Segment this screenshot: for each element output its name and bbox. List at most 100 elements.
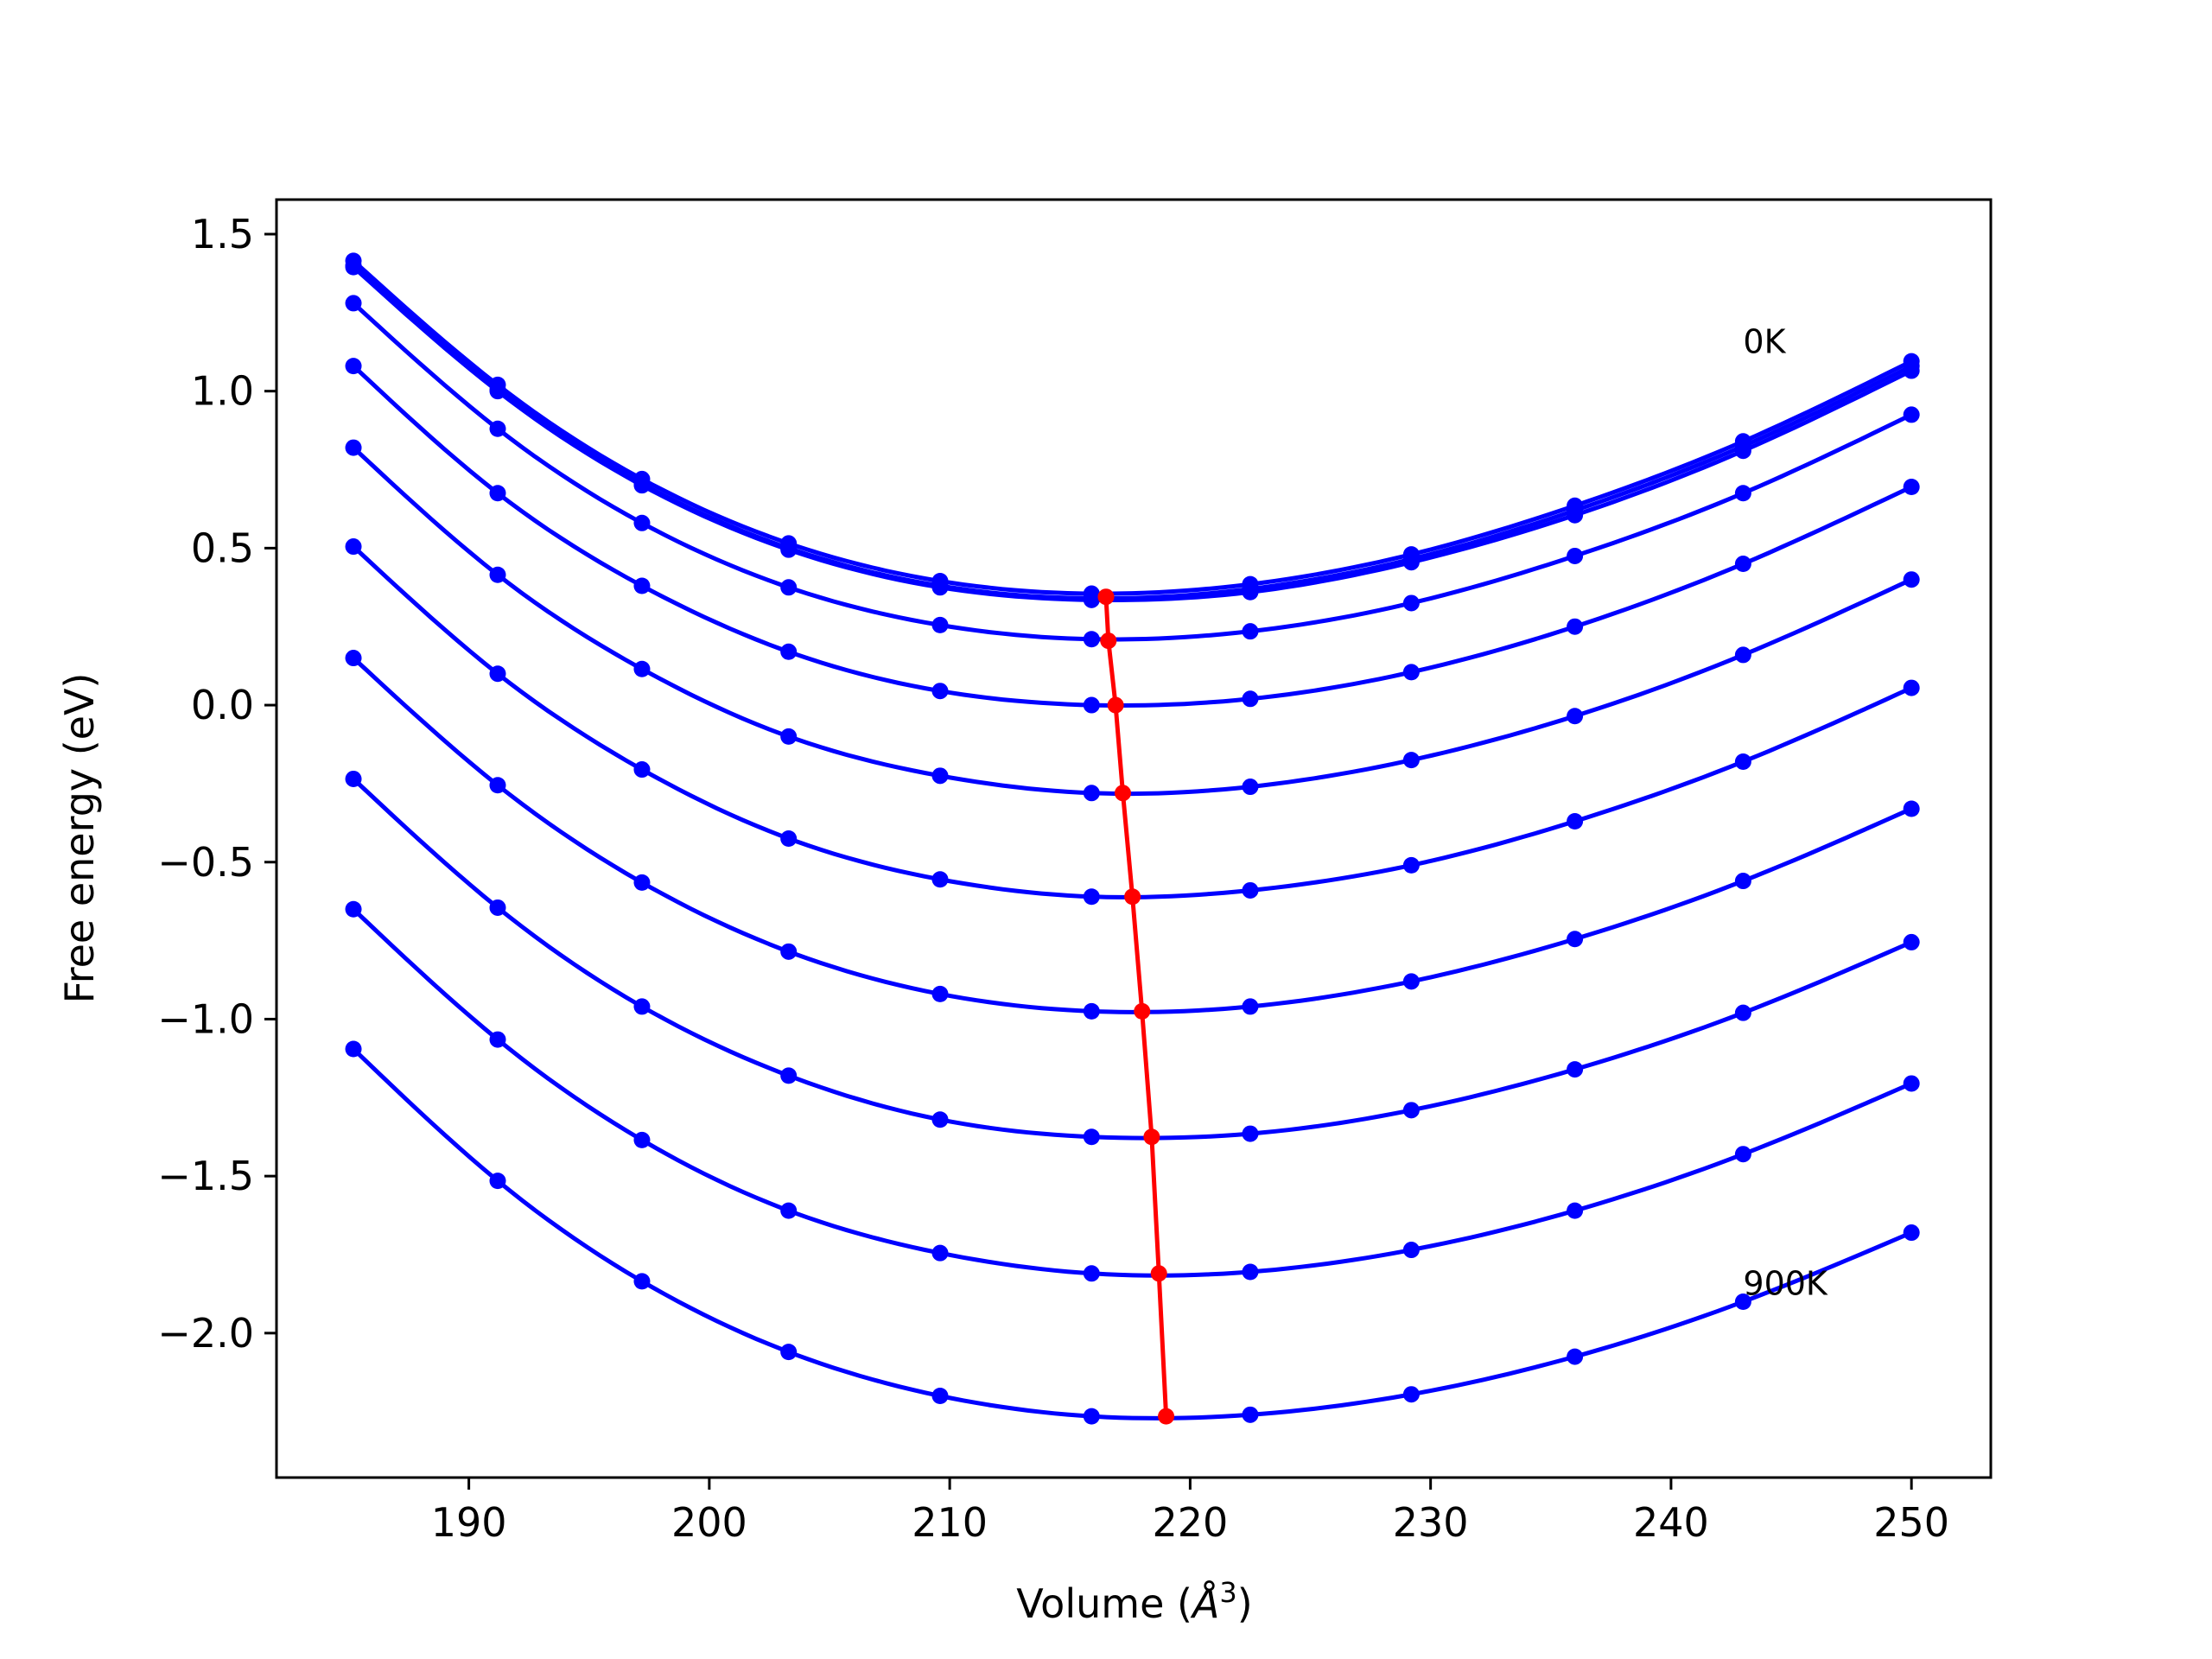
minimum-point	[1143, 1128, 1160, 1146]
data-point	[780, 579, 798, 596]
data-point	[931, 1111, 949, 1128]
data-point	[1567, 1202, 1584, 1219]
x-tick-label: 190	[431, 1499, 507, 1546]
data-point	[780, 643, 798, 660]
data-point	[489, 383, 506, 400]
temperature-annotation: 0K	[1743, 323, 1786, 361]
x-axis-title-text: Volume (	[1016, 1580, 1192, 1627]
data-point	[1734, 646, 1751, 664]
data-point	[1567, 618, 1584, 635]
data-point	[345, 900, 362, 918]
data-point	[1734, 556, 1751, 573]
data-point	[1402, 1386, 1420, 1403]
data-point	[489, 899, 506, 916]
data-point	[1734, 873, 1751, 890]
y-tick-label: 1.5	[191, 211, 254, 257]
data-point	[489, 485, 506, 502]
data-point	[1402, 594, 1420, 612]
data-point	[1734, 753, 1751, 770]
x-axis: 190 200 210 220 230 240 250	[431, 1478, 1949, 1546]
data-point	[1567, 931, 1584, 948]
x-axis-title-superscript: 3	[1219, 1576, 1236, 1609]
data-point	[633, 998, 651, 1015]
data-point	[780, 1067, 798, 1084]
plot-frame	[275, 198, 1993, 1479]
y-tick-label: −1.5	[157, 1153, 254, 1199]
y-tick-label: −2.0	[157, 1310, 254, 1357]
data-point	[633, 874, 651, 891]
y-tick-label: −1.0	[157, 995, 254, 1042]
y-tick-label: 0.0	[191, 682, 254, 728]
data-point	[489, 1031, 506, 1048]
minimum-point	[1150, 1265, 1167, 1282]
data-point	[780, 1344, 798, 1361]
data-point	[1734, 1146, 1751, 1163]
data-point	[1242, 998, 1259, 1015]
data-point	[1567, 708, 1584, 725]
minimum-point	[1134, 1002, 1151, 1020]
data-point	[633, 660, 651, 677]
x-tick-label: 200	[671, 1499, 747, 1546]
data-point	[633, 577, 651, 594]
data-point	[345, 295, 362, 312]
data-point	[1402, 1242, 1420, 1259]
energy-curve-4	[352, 364, 1913, 708]
data-point	[633, 514, 651, 531]
data-point	[1402, 1102, 1420, 1119]
data-point	[1734, 442, 1751, 460]
data-point	[1734, 485, 1751, 502]
data-point	[1083, 888, 1100, 906]
energy-curve-2	[352, 265, 1913, 602]
data-point	[931, 683, 949, 700]
energy-curve-3	[352, 302, 1913, 642]
data-point	[1567, 1061, 1584, 1078]
data-point	[780, 1202, 798, 1219]
data-point	[633, 1131, 651, 1148]
data-point	[1083, 1128, 1100, 1146]
x-tick-label: 240	[1633, 1499, 1709, 1546]
y-tick-label: −0.5	[157, 839, 254, 886]
data-point	[633, 761, 651, 779]
minimum-point	[1100, 632, 1117, 650]
data-point	[1083, 696, 1100, 714]
data-point	[1903, 800, 1920, 817]
y-axis: 1.5 1.0 0.5 0.0 −0.5 −1.0 −1.5 −2.0	[157, 211, 276, 1357]
energy-curve-5	[352, 446, 1913, 797]
minimum-point	[1107, 696, 1124, 714]
data-point	[1402, 973, 1420, 990]
energy-curve-9	[352, 907, 1913, 1278]
data-point	[1242, 1406, 1259, 1423]
data-point	[1567, 1348, 1584, 1365]
data-point	[1083, 1265, 1100, 1282]
data-point	[931, 767, 949, 785]
data-point	[489, 665, 506, 683]
data-point	[489, 777, 506, 794]
data-point	[1083, 785, 1100, 802]
data-point	[489, 566, 506, 583]
data-point	[1083, 1002, 1100, 1020]
data-point	[1903, 679, 1920, 696]
data-point	[1083, 591, 1100, 608]
x-axis-title: Volume (Å3)	[1016, 1576, 1252, 1627]
minimum-point	[1097, 588, 1115, 606]
minima-layer	[1097, 588, 1175, 1425]
curves-layer	[345, 252, 1920, 1425]
data-point	[1567, 813, 1584, 830]
energy-curve-8	[352, 777, 1913, 1141]
energy-curve-7	[352, 656, 1913, 1014]
data-point	[931, 616, 949, 633]
data-point	[1402, 856, 1420, 874]
data-point	[1402, 752, 1420, 769]
data-point	[345, 770, 362, 787]
data-point	[1242, 583, 1259, 601]
data-point	[1242, 623, 1259, 640]
energy-curve-10	[352, 1047, 1913, 1421]
data-point	[1242, 881, 1259, 899]
data-point	[1402, 664, 1420, 681]
x-tick-label: 220	[1152, 1499, 1228, 1546]
data-point	[489, 1173, 506, 1190]
data-point	[780, 541, 798, 558]
